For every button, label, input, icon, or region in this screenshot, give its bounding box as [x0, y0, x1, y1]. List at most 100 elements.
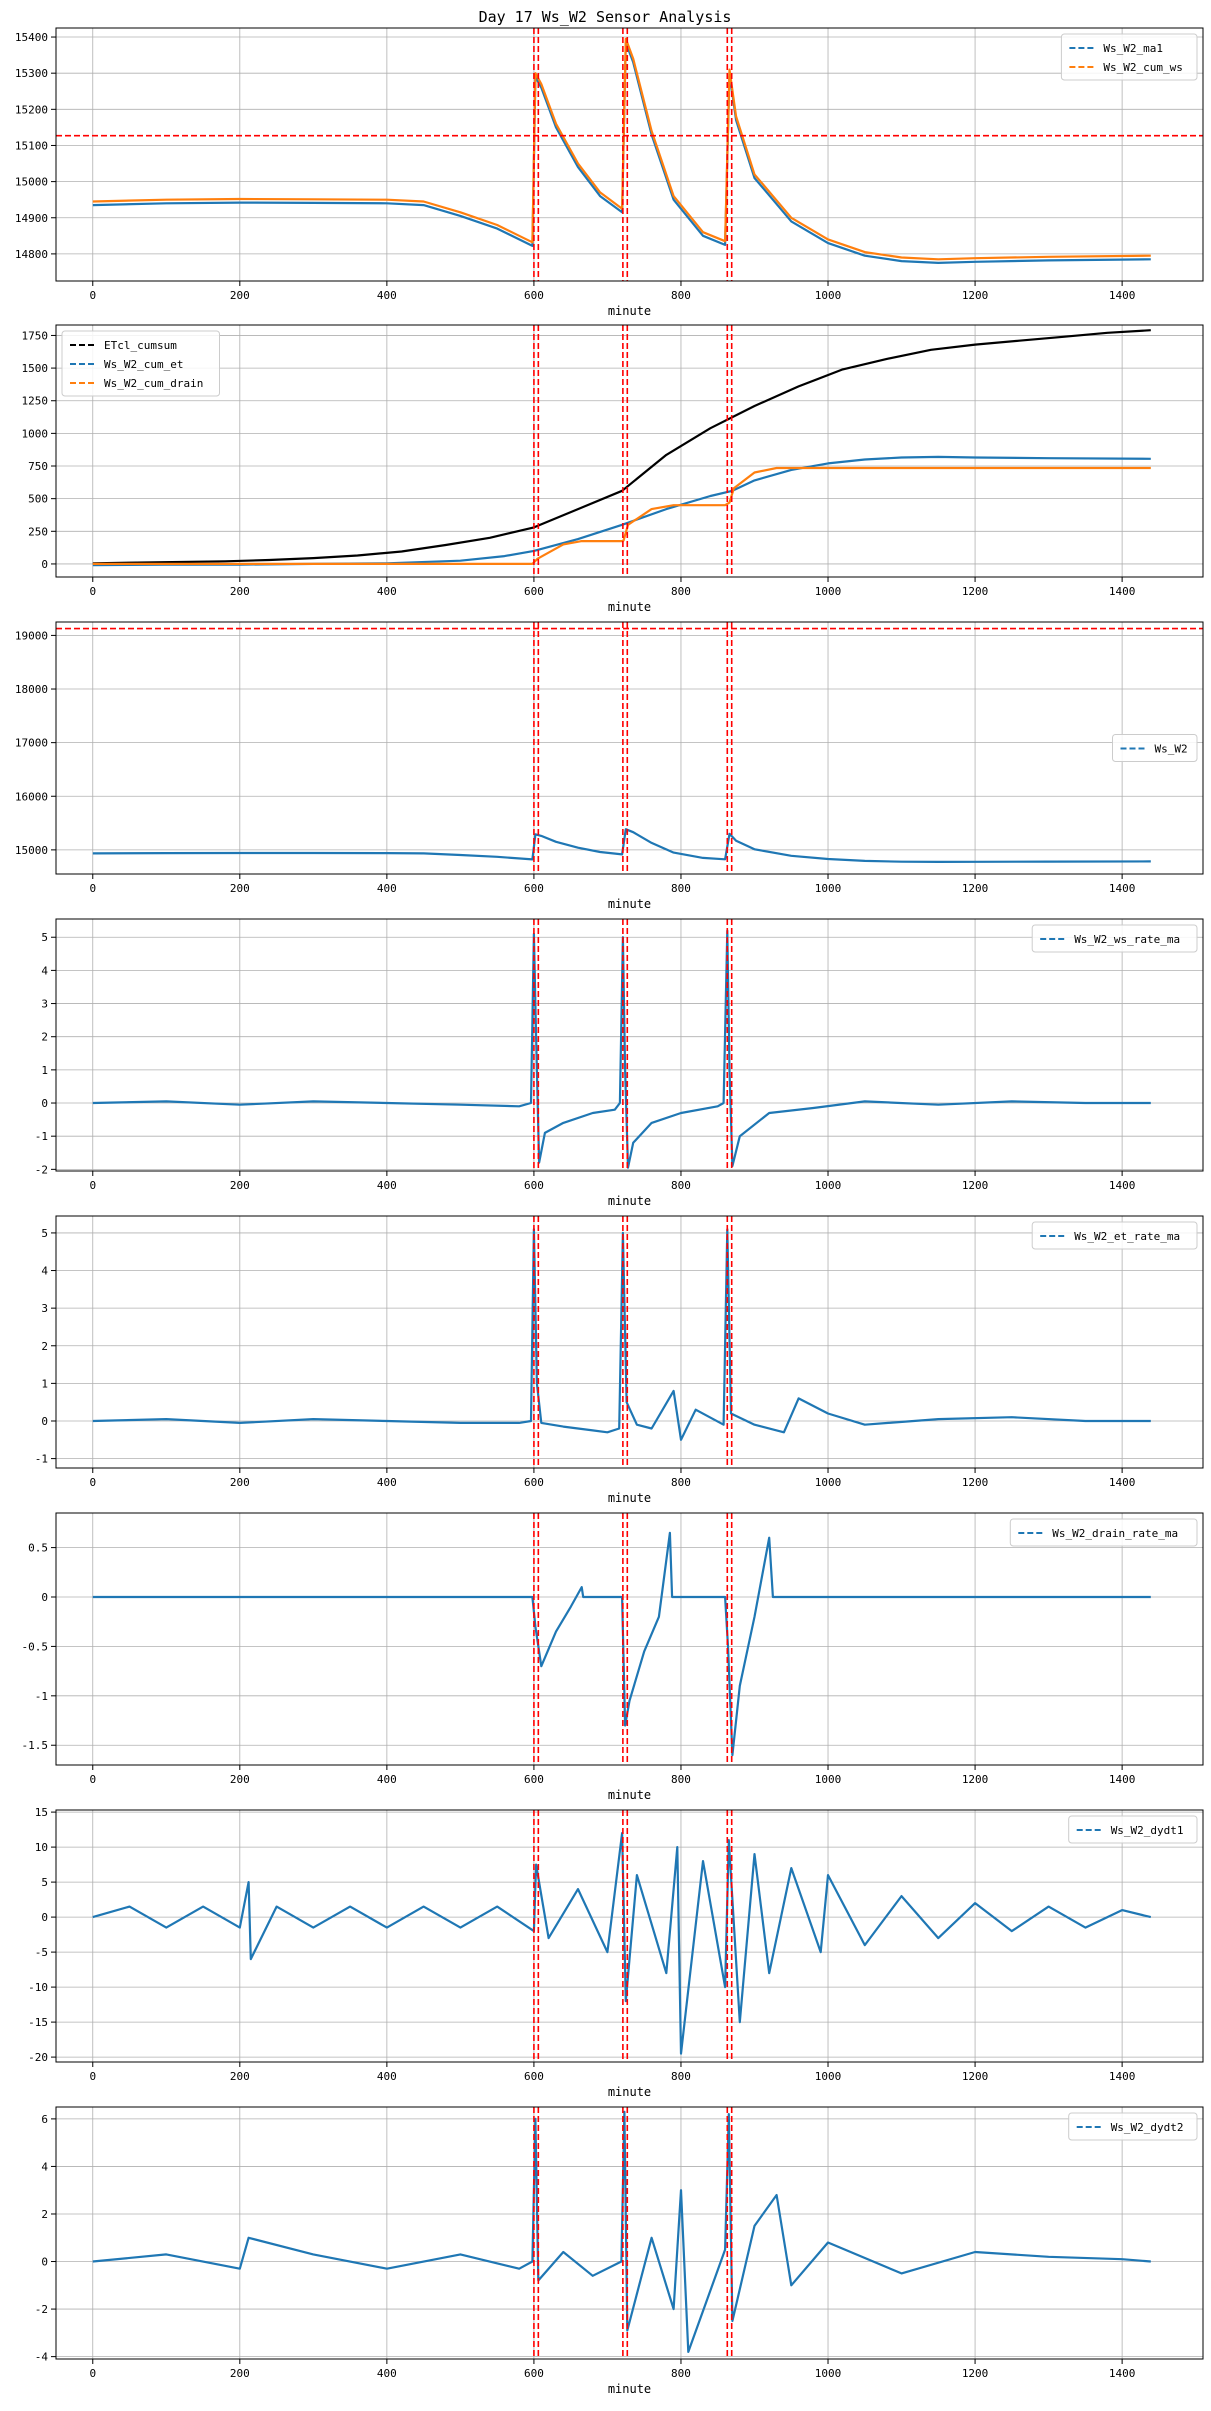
y-tick-label: 15300 — [15, 67, 48, 80]
x-tick-label: 400 — [377, 1773, 397, 1786]
x-tick-label: 0 — [89, 1476, 96, 1489]
plot-area — [56, 28, 1203, 281]
y-tick-label: 2 — [41, 2208, 48, 2221]
y-tick-label: 5 — [41, 1227, 48, 1240]
subplot-3: 0 200 400 600 800 1000 1200 1400 15000 16000 17000… — [15, 621, 1204, 911]
legend-label: Ws_W2_dydt1 — [1111, 1824, 1184, 1837]
subplot-2: 0 200 400 600 800 1000 1200 1400 0 250 500 750 1000 1… — [22, 324, 1204, 614]
subplot-1: 0 200 400 600 800 1000 1200 1400 14800 14900 15000… — [15, 27, 1204, 318]
y-tick-label: 5 — [41, 1876, 48, 1889]
x-tick-label: 400 — [377, 585, 397, 598]
y-tick-label: 16000 — [15, 790, 48, 803]
y-tick-label: 1250 — [22, 395, 49, 408]
y-tick-label: 1 — [41, 1064, 48, 1077]
legend: ETcl_cumsum Ws_W2_cum_et Ws_W2_cum_drain — [61, 330, 220, 397]
x-tick-label: 800 — [671, 2367, 691, 2380]
x-tick-label: 1000 — [815, 2367, 842, 2380]
x-tick-label: 200 — [230, 289, 250, 302]
y-tick-label: 0 — [41, 2256, 48, 2269]
y-tick-label: 1750 — [22, 329, 49, 342]
x-axis-label: minute — [608, 897, 651, 911]
legend: Ws_W2_dydt2 — [1068, 2112, 1198, 2141]
y-tick-label: 2 — [41, 1031, 48, 1044]
x-tick-label: 0 — [89, 1773, 96, 1786]
y-tick-label: 0 — [41, 558, 48, 571]
y-tick-label: 0 — [41, 1591, 48, 1604]
x-tick-label: 400 — [377, 289, 397, 302]
x-tick-label: 1000 — [815, 289, 842, 302]
legend-label: Ws_W2_et_rate_ma — [1074, 1230, 1180, 1243]
y-tick-label: 4 — [41, 1265, 48, 1278]
x-tick-label: 600 — [524, 1773, 544, 1786]
x-tick-label: 0 — [89, 585, 96, 598]
x-tick-label: 1200 — [962, 1476, 989, 1489]
y-tick-label: 15100 — [15, 139, 48, 152]
legend: Ws_W2_ws_rate_ma — [1031, 924, 1198, 953]
legend: Ws_W2_drain_rate_ma — [1009, 1518, 1198, 1547]
x-tick-label: 200 — [230, 585, 250, 598]
x-tick-label: 800 — [671, 1773, 691, 1786]
x-tick-label: 800 — [671, 289, 691, 302]
x-tick-label: 1200 — [962, 2070, 989, 2083]
series-line-ws-w2-et-rate-ma — [92, 1228, 1151, 1441]
y-tick-label: 15000 — [15, 176, 48, 189]
plot-area — [92, 1216, 1151, 1468]
y-tick-label: 6 — [41, 2113, 48, 2126]
x-tick-label: 600 — [524, 1179, 544, 1192]
subplot-8: 0 200 400 600 800 1000 1200 1400 -4 -2 0 2 4 6 minute W… — [35, 2106, 1204, 2396]
x-tick-label: 400 — [377, 1476, 397, 1489]
x-tick-label: 200 — [230, 2367, 250, 2380]
axes-frame — [55, 1809, 1204, 2063]
plot-area — [56, 622, 1203, 874]
axes-frame — [55, 621, 1204, 875]
x-tick-label: 600 — [524, 882, 544, 895]
axes-frame — [55, 1215, 1204, 1469]
axes-frame — [55, 27, 1204, 282]
x-tick-label: 1200 — [962, 1179, 989, 1192]
x-tick-label: 600 — [524, 289, 544, 302]
x-tick-label: 1200 — [962, 289, 989, 302]
axes-frame — [55, 2106, 1204, 2360]
y-tick-label: 1 — [41, 1377, 48, 1390]
axes-frame — [55, 918, 1204, 1172]
y-tick-label: 3 — [41, 998, 48, 1011]
legend-box — [1060, 33, 1198, 81]
x-tick-label: 200 — [230, 1773, 250, 1786]
plot-area — [92, 919, 1151, 1171]
x-tick-label: 1200 — [962, 882, 989, 895]
y-tick-label: 1500 — [22, 362, 49, 375]
x-tick-label: 600 — [524, 2367, 544, 2380]
x-tick-label: 200 — [230, 882, 250, 895]
legend: Ws_W2_ma1 Ws_W2_cum_ws — [1060, 33, 1198, 81]
x-axis-label: minute — [608, 1788, 651, 1802]
y-tick-label: -2 — [35, 1163, 48, 1176]
x-tick-label: 1000 — [815, 1773, 842, 1786]
y-tick-label: 500 — [28, 493, 48, 506]
legend-box — [61, 330, 220, 397]
y-tick-label: 15 — [35, 1806, 48, 1819]
x-tick-label: 1000 — [815, 1179, 842, 1192]
x-tick-label: 800 — [671, 2070, 691, 2083]
y-tick-label: -1 — [35, 1690, 48, 1703]
x-axis-label: minute — [608, 1194, 651, 1208]
series-line-ws-w2-cum-drain — [92, 466, 1151, 566]
subplot-6: 0 200 400 600 800 1000 1200 1400 -1.5 -1 -0.5 0 0.5 m… — [22, 1512, 1204, 1802]
x-tick-label: 800 — [671, 1179, 691, 1192]
y-tick-label: 0.5 — [28, 1542, 48, 1555]
x-tick-label: 0 — [89, 1179, 96, 1192]
legend-label: ETcl_cumsum — [104, 339, 177, 352]
figure-title: Day 17 Ws_W2 Sensor Analysis — [479, 8, 732, 26]
x-tick-label: 1400 — [1109, 2070, 1136, 2083]
x-tick-label: 1000 — [815, 585, 842, 598]
plot-area — [92, 1810, 1152, 2062]
y-tick-label: 0 — [41, 1911, 48, 1924]
y-tick-label: -10 — [28, 1981, 48, 1994]
series-line-ws-w2 — [92, 828, 1151, 864]
y-tick-label: 0 — [41, 1097, 48, 1110]
y-tick-label: -1 — [35, 1453, 48, 1466]
y-tick-label: 10 — [35, 1841, 48, 1854]
y-tick-label: 15400 — [15, 31, 48, 44]
legend-label: Ws_W2_cum_drain — [104, 377, 203, 390]
x-tick-label: 0 — [89, 289, 96, 302]
